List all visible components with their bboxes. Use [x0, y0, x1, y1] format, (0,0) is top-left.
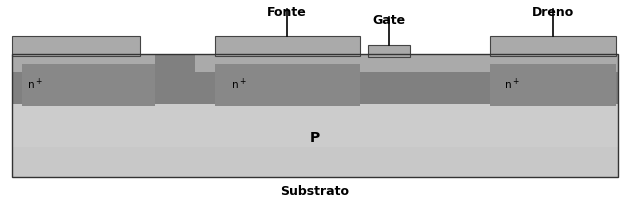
Text: Gate: Gate: [372, 14, 406, 27]
Bar: [22, 65, 155, 106]
Text: +: +: [239, 77, 245, 86]
Bar: [490, 65, 616, 106]
Text: Substrato: Substrato: [280, 185, 350, 197]
Bar: [368, 46, 410, 58]
Bar: [12, 147, 618, 177]
Bar: [195, 55, 475, 73]
Bar: [12, 37, 140, 57]
Bar: [12, 104, 618, 147]
Polygon shape: [475, 104, 618, 147]
Text: n: n: [28, 80, 35, 90]
Polygon shape: [195, 104, 355, 147]
Bar: [475, 55, 618, 73]
Text: n: n: [232, 80, 239, 90]
Text: P: P: [310, 130, 320, 144]
Bar: [490, 37, 616, 57]
Text: +: +: [35, 77, 42, 86]
Polygon shape: [12, 104, 155, 147]
Text: n: n: [505, 80, 512, 90]
Text: Dreno: Dreno: [532, 6, 574, 19]
Bar: [215, 65, 360, 106]
Bar: [215, 37, 360, 57]
Text: +: +: [512, 77, 518, 86]
Bar: [12, 55, 618, 177]
Text: Fonte: Fonte: [267, 6, 307, 19]
Bar: [12, 55, 618, 104]
Bar: [12, 55, 155, 73]
